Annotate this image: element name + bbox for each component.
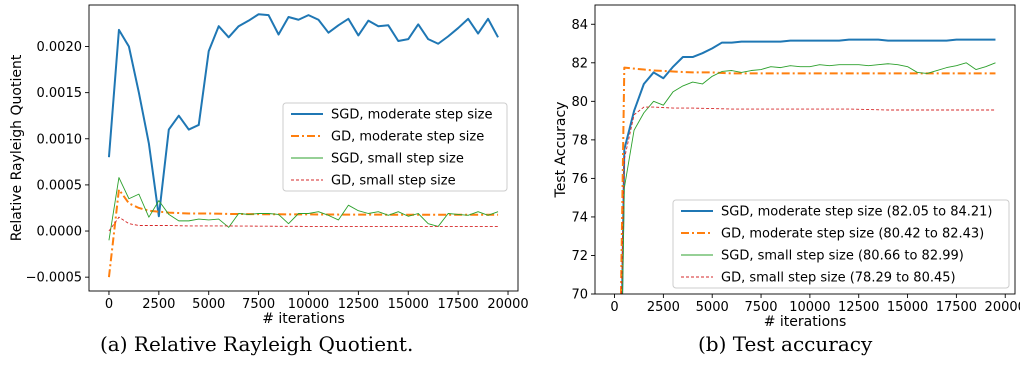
chart-rayleigh-quotient: 0 2500 5000 7500 10000 12500 15000 17500 20000 −0… xyxy=(9,4,529,327)
x-tick-label: 2500 xyxy=(142,297,175,312)
legend-label: GD, small step size (78.29 to 80.45) xyxy=(721,271,956,286)
y-tick-label: 0.0000 xyxy=(37,225,83,240)
legend-label: SGD, small step size (80.66 to 82.99) xyxy=(721,249,964,264)
legend-label: GD, moderate step size xyxy=(331,130,484,145)
caption-test-accuracy: (b) Test accuracy xyxy=(698,332,873,356)
legend-label: GD, small step size xyxy=(331,174,456,189)
chart-test-accuracy: 0 2500 5000 7500 10000 12500 15000 17500 20000 70… xyxy=(553,4,1020,330)
legend: SGD, moderate step size GD, moderate step… xyxy=(282,102,508,192)
legend-label: SGD, moderate step size (82.05 to 84.21) xyxy=(721,205,993,220)
y-tick-label: 76 xyxy=(571,172,588,187)
series-line-1 xyxy=(621,38,996,294)
y-tick-label: 84 xyxy=(571,18,588,33)
x-tick-label: 5000 xyxy=(192,297,225,312)
y-tick-label: 82 xyxy=(571,56,588,71)
x-tick-label: 0 xyxy=(105,297,113,312)
x-tick-label: 2500 xyxy=(647,300,680,315)
series-line-1 xyxy=(107,13,499,218)
x-tick-label: 17500 xyxy=(437,297,478,312)
y-tick-label: −0.0005 xyxy=(26,271,82,286)
y-tick-label: 0.0020 xyxy=(37,40,83,55)
series-line-3 xyxy=(622,62,996,294)
y-axis-label: Relative Rayleigh Quotient xyxy=(9,54,25,241)
y-axis-label: Test Accuracy xyxy=(553,102,569,199)
x-tick-label: 12500 xyxy=(338,297,379,312)
x-tick-label: 20000 xyxy=(487,297,528,312)
legend: SGD, moderate step size (82.05 to 84.21)… xyxy=(672,199,1010,289)
y-tick-label: 78 xyxy=(571,133,588,148)
series-line-2 xyxy=(619,66,996,294)
x-tick-label: 15000 xyxy=(388,297,429,312)
y-tick-label: 0.0015 xyxy=(37,86,83,101)
axes-frame xyxy=(88,4,519,292)
x-tick-label: 10000 xyxy=(789,300,830,315)
plot-area xyxy=(107,13,499,278)
x-axis-label: # iterations xyxy=(262,311,345,327)
caption-rayleigh-quotient: (a) Relative Rayleigh Quotient. xyxy=(100,332,414,356)
series-line-4 xyxy=(108,216,499,232)
y-tick-label: 74 xyxy=(571,210,588,225)
x-tick-label: 7500 xyxy=(744,300,777,315)
series-line-2 xyxy=(107,188,499,278)
legend-label: SGD, small step size xyxy=(331,152,464,167)
y-tick-label: 72 xyxy=(571,249,588,264)
x-tick-label: 20000 xyxy=(985,300,1020,315)
y-tick-label: 0.0005 xyxy=(37,178,83,193)
x-tick-label: 10000 xyxy=(288,297,329,312)
y-tick-label: 70 xyxy=(571,288,588,303)
plot-area xyxy=(619,38,996,294)
y-tick-label: 0.0010 xyxy=(37,132,83,147)
y-tick-label: 80 xyxy=(571,95,588,110)
x-tick-label: 15000 xyxy=(887,300,928,315)
x-tick-label: 17500 xyxy=(936,300,977,315)
legend-box xyxy=(282,102,508,192)
x-tick-label: 7500 xyxy=(242,297,275,312)
axes-frame xyxy=(594,4,1016,295)
x-tick-label: 5000 xyxy=(696,300,729,315)
legend-box xyxy=(672,199,1010,289)
legend-label: GD, moderate step size (80.42 to 82.43) xyxy=(721,227,984,242)
series-line-4 xyxy=(621,106,996,294)
legend-label: SGD, moderate step size xyxy=(331,108,492,123)
x-tick-label: 12500 xyxy=(838,300,879,315)
series-line-3 xyxy=(108,177,499,241)
x-axis-label: # iterations xyxy=(764,314,847,330)
x-tick-label: 0 xyxy=(610,300,618,315)
